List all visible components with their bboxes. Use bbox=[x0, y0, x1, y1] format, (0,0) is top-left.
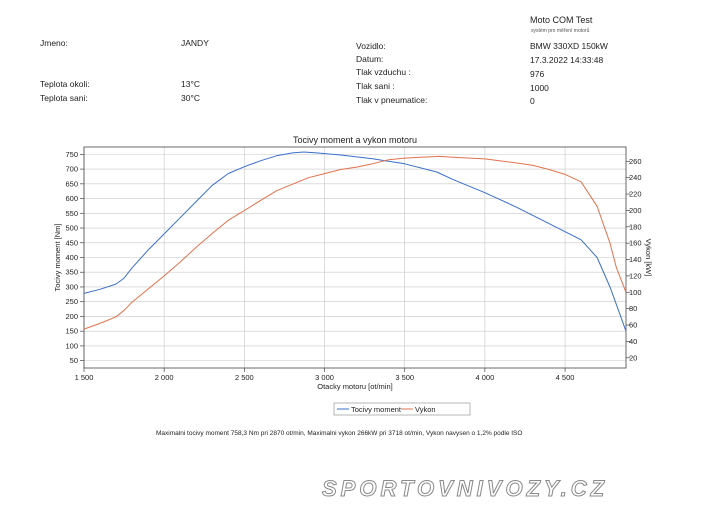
x-tick-label: 2 500 bbox=[235, 373, 254, 382]
ambient-temp-value: 13°C bbox=[181, 79, 200, 89]
brand-subtitle: systém pro měření motorů bbox=[531, 28, 590, 34]
y-tick-label: 750 bbox=[65, 150, 78, 159]
date-label: Datum: bbox=[356, 54, 384, 64]
brand-title: Moto COM Test bbox=[530, 15, 593, 25]
y-tick-label: 400 bbox=[65, 253, 78, 262]
air-pressure-label: Tlak vzduchu : bbox=[356, 67, 411, 77]
y-tick-label: 100 bbox=[65, 341, 78, 350]
name-value: JANDY bbox=[181, 38, 209, 48]
intake-temp-value: 30°C bbox=[181, 93, 200, 103]
y-tick-label: 200 bbox=[65, 312, 78, 321]
intake-pressure-value: 1000 bbox=[530, 83, 549, 93]
y2-tick-label: 240 bbox=[629, 173, 642, 182]
y-tick-label: 600 bbox=[65, 194, 78, 203]
y2-tick-label: 160 bbox=[629, 239, 642, 248]
vehicle-label: Vozidlo: bbox=[356, 41, 386, 51]
y2-tick-label: 20 bbox=[629, 353, 637, 362]
power-series-line bbox=[83, 155, 627, 330]
y-tick-label: 650 bbox=[65, 179, 78, 188]
y-tick-label: 550 bbox=[65, 209, 78, 218]
torque-series-line bbox=[83, 151, 627, 332]
y-tick-label: 150 bbox=[65, 327, 78, 336]
x-tick-label: 4 500 bbox=[556, 373, 575, 382]
y2-tick-label: 80 bbox=[629, 304, 637, 313]
tire-pressure-label: Tlak v pneumatice: bbox=[356, 95, 428, 105]
y-tick-label: 450 bbox=[65, 238, 78, 247]
y-axis-label: Tocivy moment [Nm] bbox=[53, 224, 62, 292]
date-value: 17.3.2022 14:33:48 bbox=[530, 55, 604, 65]
y-tick-label: 300 bbox=[65, 282, 78, 291]
x-axis-label: Otacky motoru [ot/min] bbox=[317, 382, 392, 391]
watermark: SPORTOVNIVOZY.CZ bbox=[321, 476, 609, 502]
y2-axis-label: Vykon [kW] bbox=[644, 239, 653, 277]
y-tick-label: 500 bbox=[65, 224, 78, 233]
legend-power-label: Vykon bbox=[415, 405, 436, 414]
intake-pressure-label: Tlak sani : bbox=[356, 81, 395, 91]
y2-tick-label: 100 bbox=[629, 288, 642, 297]
x-tick-label: 3 000 bbox=[315, 373, 334, 382]
y-tick-label: 700 bbox=[65, 165, 78, 174]
y2-tick-label: 40 bbox=[629, 337, 637, 346]
x-tick-label: 1 500 bbox=[75, 373, 94, 382]
ambient-temp-label: Teplota okoli: bbox=[40, 79, 90, 89]
intake-temp-label: Teplota sani: bbox=[40, 93, 88, 103]
x-tick-label: 3 500 bbox=[395, 373, 414, 382]
y-tick-label: 350 bbox=[65, 268, 78, 277]
name-label: Jmeno: bbox=[40, 38, 68, 48]
y2-tick-label: 180 bbox=[629, 222, 642, 231]
legend-torque-label: Tocivy moment bbox=[351, 405, 402, 414]
y2-tick-label: 200 bbox=[629, 206, 642, 215]
y2-tick-label: 260 bbox=[629, 157, 642, 166]
chart-title: Tocivy moment a vykon motoru bbox=[293, 135, 418, 145]
plot-frame bbox=[83, 146, 627, 369]
y2-tick-label: 140 bbox=[629, 255, 642, 264]
y-tick-label: 50 bbox=[70, 356, 78, 365]
tire-pressure-value: 0 bbox=[530, 96, 535, 106]
max-values-summary: Maximalni tocivy moment 758,3 Nm pri 287… bbox=[156, 430, 523, 437]
x-tick-label: 4 000 bbox=[475, 373, 494, 382]
air-pressure-value: 976 bbox=[530, 69, 545, 79]
y-tick-label: 250 bbox=[65, 297, 78, 306]
y2-tick-label: 60 bbox=[629, 321, 637, 330]
y2-tick-label: 120 bbox=[629, 271, 642, 280]
x-tick-label: 2 000 bbox=[155, 373, 174, 382]
y2-tick-label: 220 bbox=[629, 190, 642, 199]
vehicle-value: BMW 330XD 150kW bbox=[530, 41, 608, 51]
